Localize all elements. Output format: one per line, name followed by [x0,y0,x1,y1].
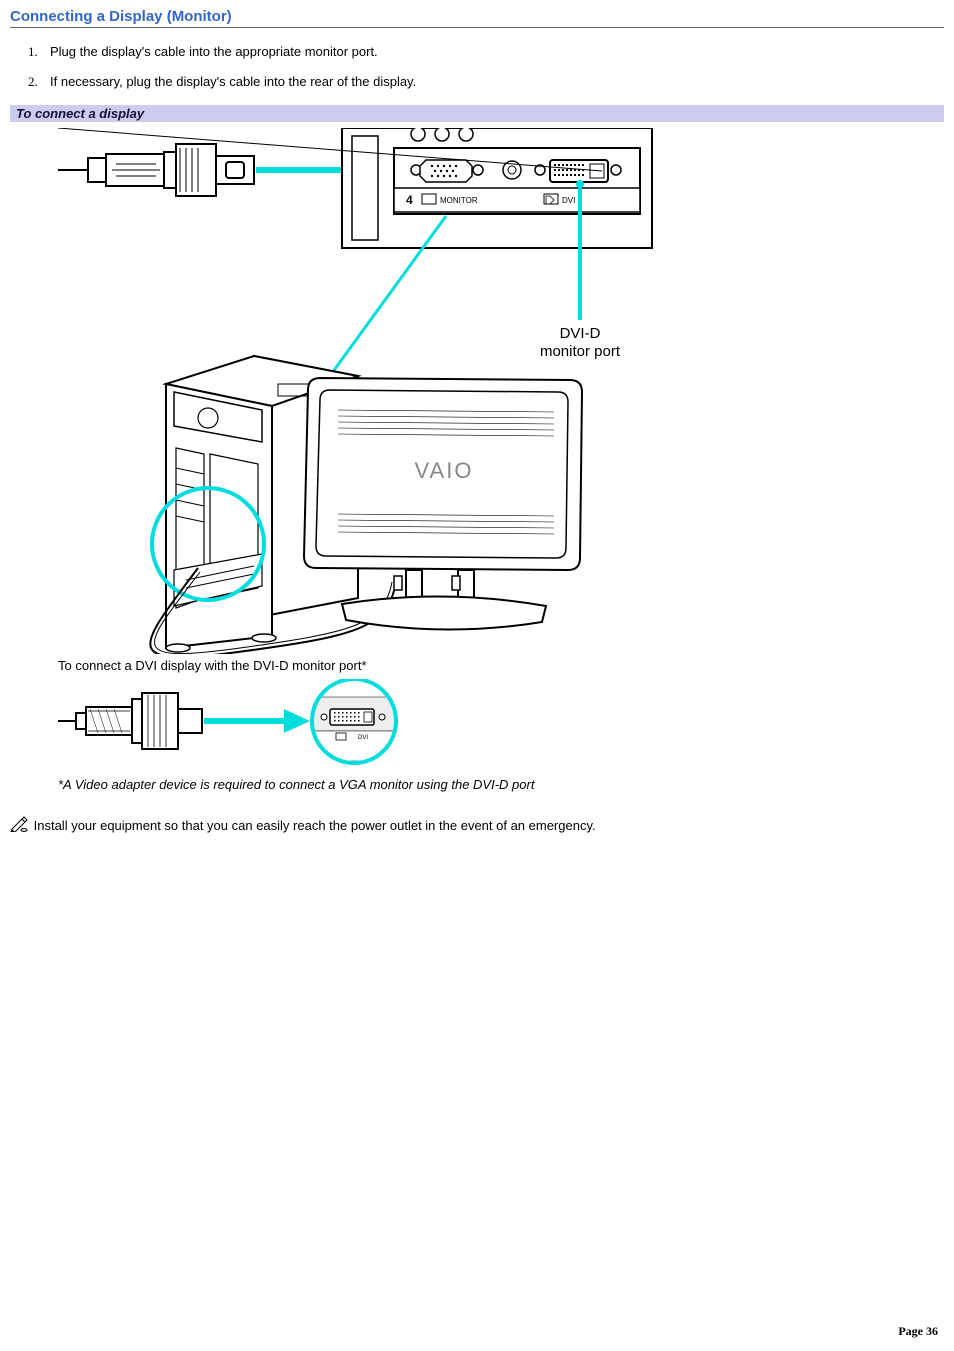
closeup-dvi-label: DVI [358,735,368,741]
document-page: Connecting a Display (Monitor) Plug the … [0,0,954,1351]
panel-monitor-label: MONITOR [440,196,478,205]
tip-text: Install your equipment so that you can e… [34,818,596,833]
panel-dvi-label: DVI [562,196,575,205]
rear-io-panel: 4 MONITOR DVI [58,128,652,248]
diagram-dvi-svg: DVI [58,679,458,769]
figure2-note: *A Video adapter device is required to c… [58,777,688,792]
port-label-line2: monitor port [540,343,621,360]
steps-list: Plug the display's cable into the approp… [10,42,944,91]
port-label-line1: DVI-D [560,325,601,342]
tip-row: Install your equipment so that you can e… [10,816,944,837]
panel-slot-number: 4 [406,193,413,207]
dvi-connector-icon [58,693,202,749]
figure-connect-display: 4 MONITOR DVI DVI-D monitor port [58,128,688,792]
note-icon [10,816,28,837]
diagram-main-svg: 4 MONITOR DVI DVI-D monitor port [58,128,688,654]
figure2-caption: To connect a DVI display with the DVI-D … [58,658,688,673]
section-heading: Connecting a Display (Monitor) [10,8,944,28]
step-item: Plug the display's cable into the approp… [50,42,944,62]
monitor-brand-label: VAIO [415,458,474,483]
sub-heading: To connect a display [10,105,944,122]
page-footer: Page 36 [898,1324,938,1339]
vga-connector-icon [58,144,254,196]
step-item: If necessary, plug the display's cable i… [50,72,944,92]
